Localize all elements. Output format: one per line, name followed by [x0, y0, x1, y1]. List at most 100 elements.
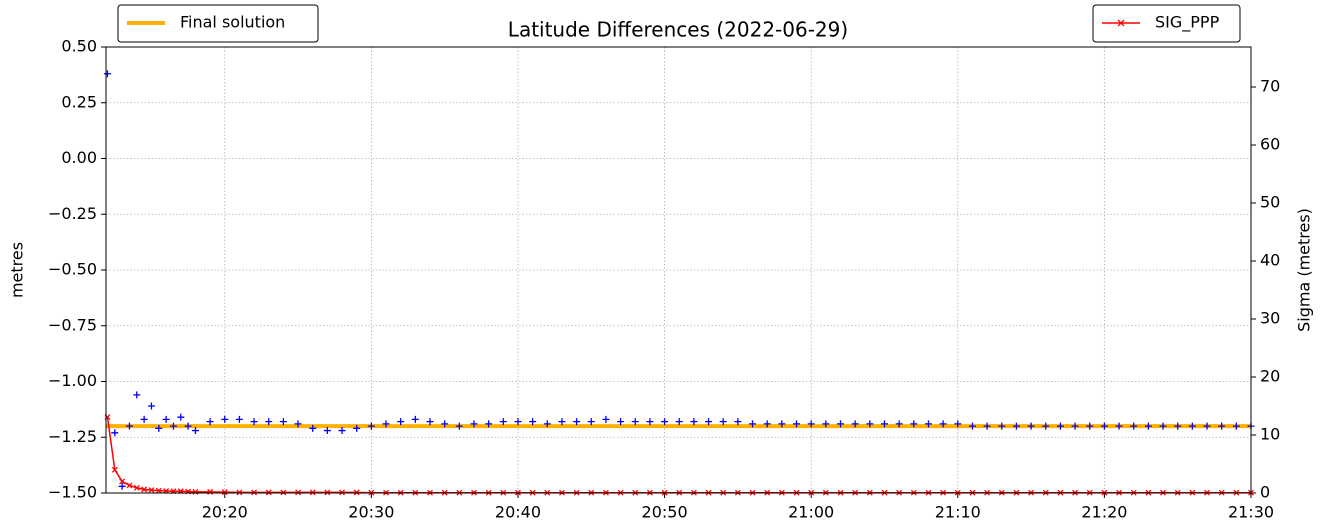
y-axis-label: metres — [8, 242, 27, 298]
legend-label: SIG_PPP — [1155, 13, 1220, 33]
point-marker — [250, 418, 258, 426]
point-marker — [162, 415, 170, 423]
point-marker — [411, 415, 419, 423]
point-marker — [1071, 422, 1079, 430]
x-tick-label: 20:20 — [202, 503, 248, 522]
point-marker — [1203, 422, 1211, 430]
legend-box — [1092, 4, 1241, 43]
point-marker — [353, 424, 361, 432]
point-marker — [529, 418, 537, 426]
x-tick-label: 20:40 — [495, 503, 541, 522]
point-marker — [251, 489, 258, 496]
point-marker — [602, 415, 610, 423]
x-tick-label: 20:30 — [348, 503, 394, 522]
point-marker — [309, 489, 316, 496]
point-marker — [294, 420, 302, 428]
point-marker — [866, 420, 874, 428]
legend-marker — [1117, 19, 1125, 27]
y-tick-label: −1.25 — [48, 427, 97, 446]
point-marker — [206, 418, 214, 426]
y-tick-label: 0.00 — [61, 148, 97, 167]
point-marker — [441, 420, 449, 428]
point-marker — [954, 420, 962, 428]
point-marker — [235, 415, 243, 423]
point-marker — [1012, 422, 1020, 430]
point-marker — [1086, 422, 1094, 430]
chart-title: Latitude Differences (2022-06-29) — [508, 18, 848, 42]
point-marker — [587, 418, 595, 426]
point-marker — [910, 420, 918, 428]
point-marker — [455, 422, 463, 430]
y-tick-label: −1.00 — [48, 371, 97, 390]
y-tick-label: −1.50 — [48, 483, 97, 502]
point-marker — [338, 427, 346, 435]
point-marker — [675, 418, 683, 426]
y2-tick-label: 10 — [1260, 425, 1280, 444]
point-marker — [1232, 422, 1240, 430]
point-marker — [221, 489, 228, 496]
point-marker — [155, 487, 162, 494]
x-tick-label: 20:50 — [642, 503, 688, 522]
point-marker — [1159, 422, 1167, 430]
point-marker — [367, 422, 375, 430]
y2-tick-label: 70 — [1260, 77, 1280, 96]
point-marker — [998, 422, 1006, 430]
x-tick-label: 21:00 — [788, 503, 834, 522]
y2-tick-label: 30 — [1260, 309, 1280, 328]
point-marker — [837, 420, 845, 428]
point-marker — [155, 424, 163, 432]
point-marker — [807, 420, 815, 428]
point-marker — [192, 488, 199, 495]
point-marker — [485, 420, 493, 428]
point-marker — [734, 418, 742, 426]
point-marker — [573, 418, 581, 426]
point-marker — [221, 415, 229, 423]
y-tick-label: −0.50 — [48, 260, 97, 279]
y-tick-label: −0.25 — [48, 204, 97, 223]
point-marker — [1115, 422, 1123, 430]
point-marker — [324, 489, 331, 496]
point-marker — [148, 487, 155, 494]
point-marker — [558, 418, 566, 426]
point-marker — [1056, 422, 1064, 430]
point-marker — [1218, 422, 1226, 430]
legend-label: Final solution — [180, 13, 285, 32]
point-marker — [177, 413, 185, 421]
point-marker — [426, 418, 434, 426]
y2-tick-label: 50 — [1260, 193, 1280, 212]
point-marker — [1027, 422, 1035, 430]
point-marker — [1130, 422, 1138, 430]
point-marker — [924, 420, 932, 428]
point-marker — [397, 418, 405, 426]
point-marker — [118, 482, 126, 490]
x-tick-label: 21:10 — [935, 503, 981, 522]
point-marker — [880, 420, 888, 428]
point-marker — [141, 486, 148, 493]
x-tick-label: 21:20 — [1081, 503, 1127, 522]
point-marker — [1100, 422, 1108, 430]
point-marker — [631, 418, 639, 426]
y-tick-label: −0.75 — [48, 315, 97, 334]
point-marker — [939, 420, 947, 428]
point-marker — [543, 420, 551, 428]
y2-tick-label: 20 — [1260, 367, 1280, 386]
y-tick-label: 0.25 — [61, 92, 97, 111]
y2-axis-label: Sigma (metres) — [1295, 208, 1314, 332]
point-marker — [339, 489, 345, 496]
point-marker — [207, 488, 214, 495]
point-marker — [133, 391, 141, 399]
point-marker — [103, 70, 111, 78]
point-marker — [1144, 422, 1152, 430]
point-marker — [265, 489, 272, 496]
point-marker — [617, 418, 625, 426]
point-marker — [382, 420, 390, 428]
point-marker — [851, 420, 859, 428]
point-marker — [133, 484, 140, 491]
x-tick-label: 21:30 — [1228, 503, 1274, 522]
legend-box — [117, 4, 319, 43]
point-marker — [690, 418, 698, 426]
point-marker — [1174, 422, 1182, 430]
point-marker — [236, 489, 243, 496]
point-marker — [470, 420, 478, 428]
